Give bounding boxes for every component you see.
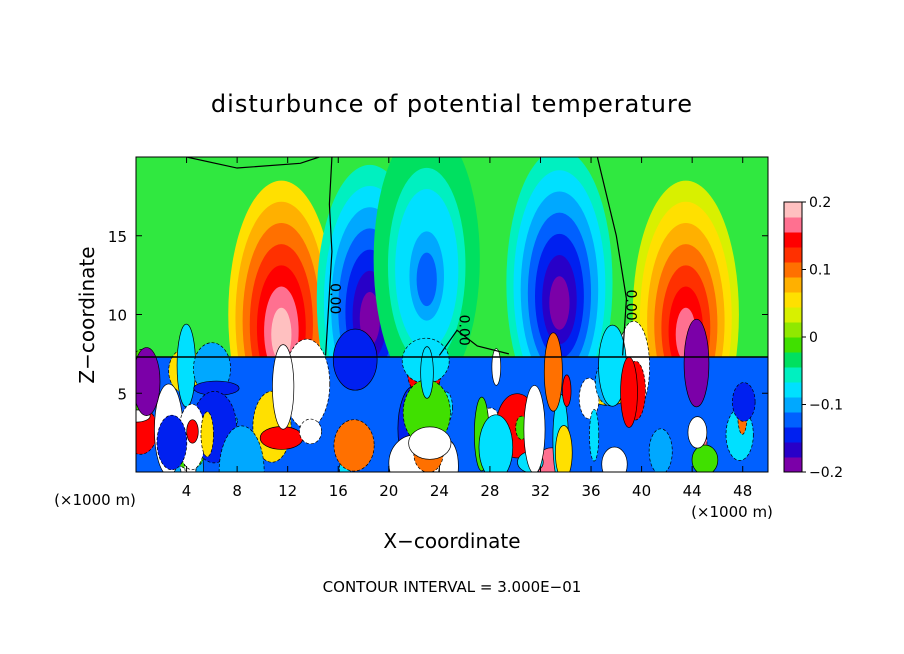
x-tick-label: 8 bbox=[232, 482, 242, 500]
y-axis: 5 10 15 bbox=[108, 228, 768, 403]
zero-contour-2 bbox=[596, 157, 628, 356]
turbulent-cell bbox=[589, 408, 600, 462]
turbulent-cell bbox=[156, 414, 188, 471]
turbulent-cell bbox=[408, 426, 452, 460]
contour-label-0: 0.00 bbox=[327, 283, 343, 314]
colorbar-band bbox=[784, 322, 802, 338]
x-tick-label: 44 bbox=[683, 482, 702, 500]
turbulent-cell bbox=[687, 416, 708, 449]
x-tick-label: 12 bbox=[278, 482, 297, 500]
turbulent-cell bbox=[578, 377, 600, 420]
zero-contour-0 bbox=[325, 157, 333, 356]
colorbar-band bbox=[784, 232, 802, 248]
colorbar-tick-label: 0 bbox=[809, 330, 818, 346]
contour-label-1: 0.00 bbox=[456, 315, 472, 346]
turbulent-cell bbox=[420, 346, 434, 399]
x-axis-unit-left: (×1000 m) bbox=[54, 491, 136, 509]
x-axis: 4 8 12 16 20 24 28 32 36 40 44 48 bbox=[182, 157, 752, 500]
lower-turbulent-layer bbox=[136, 318, 768, 472]
turbulent-cell bbox=[299, 418, 322, 445]
colorbar-band bbox=[784, 247, 802, 263]
colorbar-band bbox=[784, 292, 802, 308]
colorbar-band bbox=[784, 202, 802, 218]
x-tick-label: 40 bbox=[632, 482, 651, 500]
plot-area: 0.00 0.00 0.00 bbox=[136, 157, 768, 472]
turbulent-cell bbox=[272, 344, 295, 430]
colorbar-band bbox=[784, 262, 802, 278]
turbulent-cell bbox=[200, 411, 214, 458]
turbulent-cell bbox=[186, 419, 199, 444]
x-tick-label: 32 bbox=[531, 482, 550, 500]
y-tick-label: 5 bbox=[117, 385, 127, 403]
turbulent-cell bbox=[562, 374, 572, 407]
x-tick-label: 16 bbox=[329, 482, 348, 500]
colorbar-band bbox=[784, 412, 802, 428]
turbulent-cell bbox=[478, 414, 514, 472]
x-tick-label: 24 bbox=[430, 482, 449, 500]
turbulent-cell bbox=[620, 356, 638, 428]
colorbar: 0.2 0.1 0 −0.1 −0.2 bbox=[783, 195, 843, 481]
colorbar-band bbox=[784, 367, 802, 383]
x-axis-label: X−coordinate bbox=[383, 529, 520, 553]
x-tick-label: 36 bbox=[581, 482, 600, 500]
turbulent-cell bbox=[543, 332, 563, 412]
turbulent-cell bbox=[691, 444, 719, 472]
colorbar-band bbox=[784, 217, 802, 233]
turbulent-cell bbox=[283, 338, 331, 429]
colorbar-tick-label: −0.2 bbox=[809, 465, 843, 481]
x-tick-label: 48 bbox=[733, 482, 752, 500]
colorbar-band bbox=[784, 397, 802, 413]
colorbar-band bbox=[784, 352, 802, 368]
colorbar-band bbox=[784, 457, 802, 473]
x-tick-label: 20 bbox=[379, 482, 398, 500]
anomaly-2-level-6 bbox=[416, 252, 437, 307]
turbulent-cell bbox=[176, 323, 196, 408]
colorbar-tick-label: −0.1 bbox=[809, 398, 843, 414]
turbulent-cell bbox=[732, 382, 756, 422]
y-tick-label: 10 bbox=[108, 307, 127, 325]
x-tick-label: 28 bbox=[480, 482, 499, 500]
turbulent-cell bbox=[523, 385, 546, 472]
chart-title: disturbunce of potential temperature bbox=[211, 90, 693, 118]
colorbar-band bbox=[784, 307, 802, 323]
contour-label-2: 0.00 bbox=[622, 289, 638, 320]
turbulent-cell bbox=[136, 347, 161, 416]
colorbar-band bbox=[784, 427, 802, 443]
x-axis-unit-right: (×1000 m) bbox=[691, 503, 773, 521]
anomaly-3-level-6 bbox=[549, 276, 570, 330]
y-axis-label: Z−coordinate bbox=[75, 246, 99, 383]
x-tick-label: 4 bbox=[182, 482, 192, 500]
turbulent-cell bbox=[491, 348, 502, 386]
colorbar-band bbox=[784, 277, 802, 293]
colorbar-band bbox=[784, 442, 802, 458]
y-tick-label: 15 bbox=[108, 228, 127, 246]
turbulent-cell bbox=[259, 426, 304, 450]
turbulent-cell bbox=[332, 328, 378, 391]
turbulent-cell bbox=[333, 419, 375, 472]
turbulent-cell bbox=[555, 425, 573, 472]
zero-contour-3 bbox=[186, 157, 320, 169]
turbulent-cell bbox=[648, 428, 673, 472]
colorbar-band bbox=[784, 337, 802, 353]
colorbar-tick-label: 0.1 bbox=[809, 263, 831, 279]
colorbar-tick-label: 0.2 bbox=[809, 195, 831, 211]
turbulent-cell bbox=[601, 446, 628, 472]
contour-interval-note: CONTOUR INTERVAL = 3.000E−01 bbox=[323, 578, 582, 596]
zero-contours: 0.00 0.00 0.00 bbox=[186, 157, 638, 356]
zero-contour-1 bbox=[438, 329, 510, 356]
turbulent-cell bbox=[683, 318, 710, 408]
colorbar-band bbox=[784, 382, 802, 398]
